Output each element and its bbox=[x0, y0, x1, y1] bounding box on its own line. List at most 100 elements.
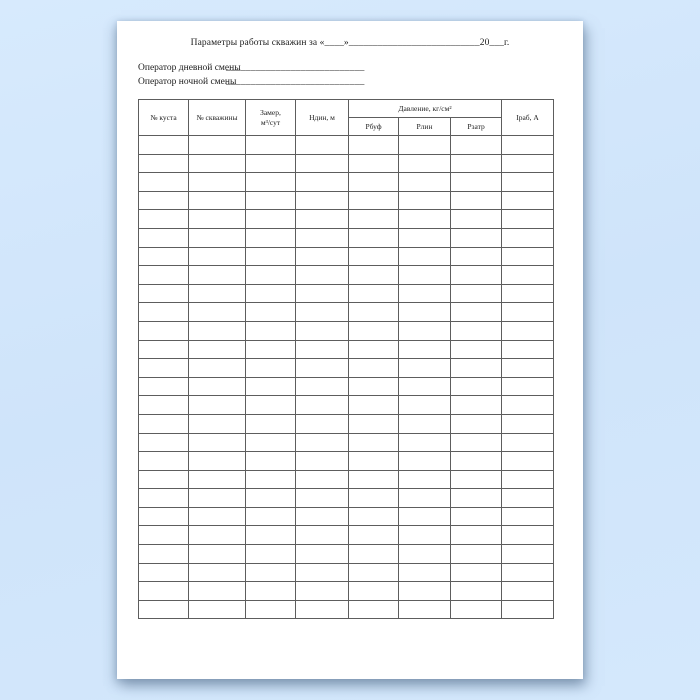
header-well-number: № скважины bbox=[188, 99, 246, 136]
table-cell bbox=[348, 544, 399, 564]
table-cell bbox=[348, 283, 399, 304]
table-cell bbox=[348, 320, 399, 341]
table-cell bbox=[188, 451, 246, 471]
table-cell bbox=[501, 544, 555, 564]
header-pressure-group: Давление, кг/см² bbox=[347, 99, 503, 118]
operator-day-label: Оператор дневной смены bbox=[138, 63, 241, 73]
table-cell bbox=[398, 432, 451, 453]
table-row bbox=[138, 283, 555, 304]
table-cell bbox=[398, 283, 451, 304]
table-cell bbox=[501, 172, 555, 192]
table-cell bbox=[398, 395, 451, 415]
table-cell bbox=[138, 451, 189, 471]
table-cell bbox=[398, 358, 451, 378]
table-cell bbox=[348, 395, 399, 415]
table-cell bbox=[348, 246, 399, 267]
table-row bbox=[138, 265, 555, 285]
table-row bbox=[138, 599, 555, 620]
table-row bbox=[138, 451, 555, 471]
table-cell bbox=[348, 265, 399, 285]
table-cell bbox=[348, 358, 399, 378]
table-cell bbox=[188, 469, 246, 490]
table-cell bbox=[138, 413, 189, 434]
table-cell bbox=[398, 339, 451, 360]
table-cell bbox=[348, 153, 399, 174]
table-cell bbox=[138, 227, 189, 248]
table-cell bbox=[138, 358, 189, 378]
table-cell bbox=[501, 525, 555, 546]
table-cell bbox=[245, 172, 296, 192]
table-cell bbox=[138, 283, 189, 304]
table-row bbox=[138, 413, 555, 434]
table-cell bbox=[348, 413, 399, 434]
table-cell bbox=[398, 599, 451, 620]
table-cell bbox=[348, 376, 399, 397]
table-cell bbox=[245, 525, 296, 546]
table-cell bbox=[398, 172, 451, 192]
table-cell bbox=[188, 506, 246, 527]
table-cell bbox=[295, 320, 349, 341]
table-row bbox=[138, 190, 555, 211]
table-cell bbox=[398, 376, 451, 397]
table-cell bbox=[188, 227, 246, 248]
table-cell bbox=[348, 135, 399, 155]
table-cell bbox=[138, 506, 189, 527]
table-cell bbox=[398, 135, 451, 155]
table-cell bbox=[449, 358, 503, 378]
table-cell bbox=[188, 246, 246, 267]
table-cell bbox=[295, 599, 349, 620]
table-cell bbox=[295, 413, 349, 434]
table-row bbox=[138, 172, 555, 192]
table-cell bbox=[501, 339, 555, 360]
table-cell bbox=[398, 413, 451, 434]
table-cell bbox=[398, 451, 451, 471]
table-row bbox=[138, 544, 555, 564]
table-cell bbox=[449, 525, 503, 546]
table-cell bbox=[138, 525, 189, 546]
table-cell bbox=[348, 190, 399, 211]
table-cell bbox=[501, 432, 555, 453]
table-cell bbox=[245, 246, 296, 267]
table-cell bbox=[138, 339, 189, 360]
table-cell bbox=[138, 153, 189, 174]
table-cell bbox=[295, 488, 349, 508]
table-cell bbox=[295, 544, 349, 564]
table-cell bbox=[188, 376, 246, 397]
table-cell bbox=[245, 339, 296, 360]
table-cell bbox=[295, 135, 349, 155]
table-cell bbox=[501, 302, 555, 322]
table-cell bbox=[501, 135, 555, 155]
table-row bbox=[138, 376, 555, 397]
table-cell bbox=[245, 358, 296, 378]
table-cell bbox=[295, 265, 349, 285]
table-cell bbox=[295, 506, 349, 527]
table-cell bbox=[295, 395, 349, 415]
table-cell bbox=[245, 376, 296, 397]
table-cell bbox=[449, 227, 503, 248]
table-cell bbox=[138, 135, 189, 155]
table-cell bbox=[398, 153, 451, 174]
table-cell bbox=[245, 599, 296, 620]
table-row bbox=[138, 581, 555, 601]
table-cell bbox=[348, 581, 399, 601]
table-cell bbox=[245, 265, 296, 285]
table-cell bbox=[188, 413, 246, 434]
table-cell bbox=[501, 358, 555, 378]
table-cell bbox=[348, 339, 399, 360]
table-cell bbox=[295, 581, 349, 601]
table-header-row-1: № куста № скважины Замер, м³/сут Ндин, м… bbox=[138, 99, 555, 136]
table-cell bbox=[188, 581, 246, 601]
table-cell bbox=[138, 376, 189, 397]
table-cell bbox=[398, 190, 451, 211]
table-cell bbox=[501, 209, 555, 229]
table-cell bbox=[449, 581, 503, 601]
table-cell bbox=[449, 469, 503, 490]
table-cell bbox=[501, 227, 555, 248]
table-row bbox=[138, 525, 555, 546]
operator-day-row: Оператор дневной смены _________________… bbox=[138, 61, 583, 75]
table-cell bbox=[398, 209, 451, 229]
table-row bbox=[138, 209, 555, 229]
table-cell bbox=[245, 451, 296, 471]
table-cell bbox=[245, 320, 296, 341]
table-cell bbox=[245, 283, 296, 304]
